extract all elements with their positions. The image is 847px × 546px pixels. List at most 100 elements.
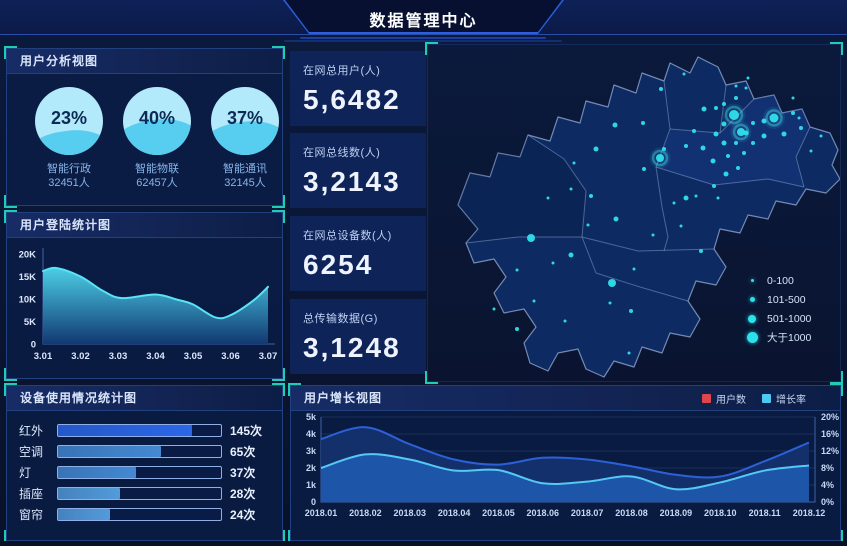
map-legend-label: 501-1000 bbox=[767, 312, 812, 325]
map-panel: 0-100 101-500 501-1000 大于1000 bbox=[425, 42, 843, 384]
legend-dot-box bbox=[746, 332, 758, 343]
device-value: 65次 bbox=[230, 444, 256, 459]
map-legend: 0-100 101-500 501-1000 大于1000 bbox=[746, 271, 811, 347]
device-bar-row: 红外 145次 bbox=[7, 422, 282, 438]
device-label: 红外 bbox=[19, 423, 44, 438]
svg-text:2018.11: 2018.11 bbox=[749, 508, 781, 518]
svg-text:3.05: 3.05 bbox=[184, 351, 203, 362]
svg-text:10K: 10K bbox=[19, 295, 37, 306]
svg-text:20%: 20% bbox=[821, 412, 839, 422]
svg-text:4k: 4k bbox=[306, 429, 317, 439]
panel-title-login-stats: 用户登陆统计图 bbox=[7, 213, 282, 238]
svg-text:20K: 20K bbox=[19, 250, 37, 261]
corner-bracket bbox=[272, 383, 285, 396]
device-bar-row: 窗帘 24次 bbox=[7, 506, 282, 522]
svg-text:3.07: 3.07 bbox=[259, 351, 278, 362]
panel-user-growth: 用户增长视图 用户数 增长率 0 0% 1k 4% 2k 8% 3k 12% 4k 16% 5k 20%… bbox=[288, 383, 843, 543]
svg-text:2018.02: 2018.02 bbox=[349, 508, 382, 518]
svg-text:3.06: 3.06 bbox=[221, 351, 240, 362]
liquid-wave bbox=[35, 124, 103, 155]
bar-track bbox=[57, 423, 222, 437]
map-legend-label: 大于1000 bbox=[767, 332, 812, 344]
liquid-gauge: 37% 智能通讯 32145人 bbox=[211, 87, 279, 190]
page-title: 数据管理中心 bbox=[369, 13, 478, 30]
device-value: 37次 bbox=[230, 465, 256, 480]
header-title-plate bbox=[283, 0, 564, 34]
svg-text:0%: 0% bbox=[821, 497, 834, 507]
kpi-value: 5,6482 bbox=[303, 84, 401, 115]
header-bar: 数据管理中心 bbox=[0, 0, 847, 42]
panel-title-user-analysis: 用户分析视图 bbox=[7, 49, 282, 74]
panel-login-stats: 用户登陆统计图 0 5K 10K 15K 20K 3.01 3.02 3.03 3.04 3.05… bbox=[4, 210, 285, 381]
device-label: 空调 bbox=[19, 444, 44, 459]
svg-text:5K: 5K bbox=[24, 317, 36, 328]
bar-track bbox=[57, 507, 222, 521]
legend-swatch-icon bbox=[762, 394, 771, 403]
svg-text:2018.09: 2018.09 bbox=[660, 508, 693, 518]
panel-title-device-usage: 设备使用情况统计图 bbox=[7, 386, 282, 411]
svg-text:2018.01: 2018.01 bbox=[305, 508, 338, 518]
gauge-label: 智能行政 bbox=[47, 163, 91, 175]
map-legend-label: 101-500 bbox=[767, 293, 806, 306]
svg-text:5k: 5k bbox=[306, 412, 317, 422]
bar-fill bbox=[58, 424, 192, 436]
corner-bracket bbox=[4, 46, 17, 59]
corner-bracket bbox=[288, 383, 301, 396]
bubble-size-icon bbox=[749, 297, 755, 302]
corner-bracket bbox=[4, 383, 17, 396]
liquid-gauge-row: 23% 智能行政 32451人 40% 智能物联 62457人 37% 智能通讯 32145人 bbox=[7, 87, 282, 190]
legend-item[interactable]: 增长率 bbox=[762, 391, 806, 406]
device-bar-list: 红外 145次 空调 65次灯 37次 插座 28次 窗帘 24次 bbox=[7, 411, 282, 522]
kpi-value: 6254 bbox=[303, 249, 374, 280]
gauge-percent: 23% bbox=[50, 108, 88, 128]
bar-track bbox=[57, 486, 222, 500]
device-bar-row: 空调 65次 bbox=[7, 443, 282, 459]
legend-dot-box bbox=[746, 297, 758, 302]
svg-text:2018.06: 2018.06 bbox=[527, 508, 560, 518]
svg-text:15K: 15K bbox=[19, 272, 37, 283]
svg-text:2018.12: 2018.12 bbox=[793, 508, 826, 518]
svg-text:2018.03: 2018.03 bbox=[393, 508, 426, 518]
device-label: 窗帘 bbox=[19, 507, 44, 522]
legend-label: 增长率 bbox=[776, 395, 806, 406]
header-divider bbox=[300, 37, 546, 39]
map-legend-label: 0-100 bbox=[767, 274, 794, 287]
svg-text:12%: 12% bbox=[821, 446, 839, 456]
legend-item[interactable]: 用户数 bbox=[702, 391, 746, 406]
gauge-count: 62457人 bbox=[136, 177, 178, 189]
svg-text:16%: 16% bbox=[821, 429, 839, 439]
gauge-label: 智能物联 bbox=[135, 163, 179, 175]
corner-bracket bbox=[4, 368, 17, 381]
growth-dual-axis-chart: 0 0% 1k 4% 2k 8% 3k 12% 4k 16% 5k 20% 2018.01 2018.02… bbox=[305, 412, 839, 518]
svg-text:1k: 1k bbox=[306, 480, 317, 490]
device-label: 插座 bbox=[19, 486, 44, 501]
panel-device-usage: 设备使用情况统计图 红外 145次 空调 65次灯 37次 插座 28次 窗帘 24次 bbox=[4, 383, 285, 543]
legend-label: 用户数 bbox=[716, 395, 746, 406]
corner-bracket bbox=[272, 195, 285, 208]
region-bubble-map bbox=[457, 56, 840, 378]
gauge-percent: 37% bbox=[226, 108, 264, 128]
kpi-label: 在网总线数(人) bbox=[303, 147, 381, 159]
svg-text:4%: 4% bbox=[821, 480, 834, 490]
kpi-value: 3,1248 bbox=[303, 332, 401, 363]
svg-text:8%: 8% bbox=[821, 463, 834, 473]
bar-fill bbox=[58, 508, 111, 520]
corner-bracket bbox=[425, 42, 438, 55]
bubble-size-icon bbox=[746, 332, 758, 343]
svg-text:2018.08: 2018.08 bbox=[615, 508, 648, 518]
bubble-size-icon bbox=[748, 314, 756, 323]
liquid-gauge-circle: 23% bbox=[35, 87, 103, 155]
bar-track bbox=[57, 444, 222, 458]
map-legend-item: 501-1000 bbox=[746, 309, 811, 328]
kpi-card: 在网总设备数(人) 6254 bbox=[290, 216, 426, 291]
svg-text:0: 0 bbox=[31, 340, 36, 351]
legend-dot-box bbox=[746, 314, 758, 323]
kpi-label: 在网总设备数(人) bbox=[303, 230, 392, 242]
kpi-label: 总传输数据(G) bbox=[303, 313, 378, 325]
login-area-chart: 0 5K 10K 15K 20K 3.01 3.02 3.03 3.04 3.05 3.06 3.07 bbox=[19, 248, 278, 362]
corner-bracket bbox=[4, 195, 17, 208]
svg-text:3.03: 3.03 bbox=[109, 351, 128, 362]
svg-text:2018.07: 2018.07 bbox=[571, 508, 604, 518]
legend-swatch-icon bbox=[702, 394, 711, 403]
